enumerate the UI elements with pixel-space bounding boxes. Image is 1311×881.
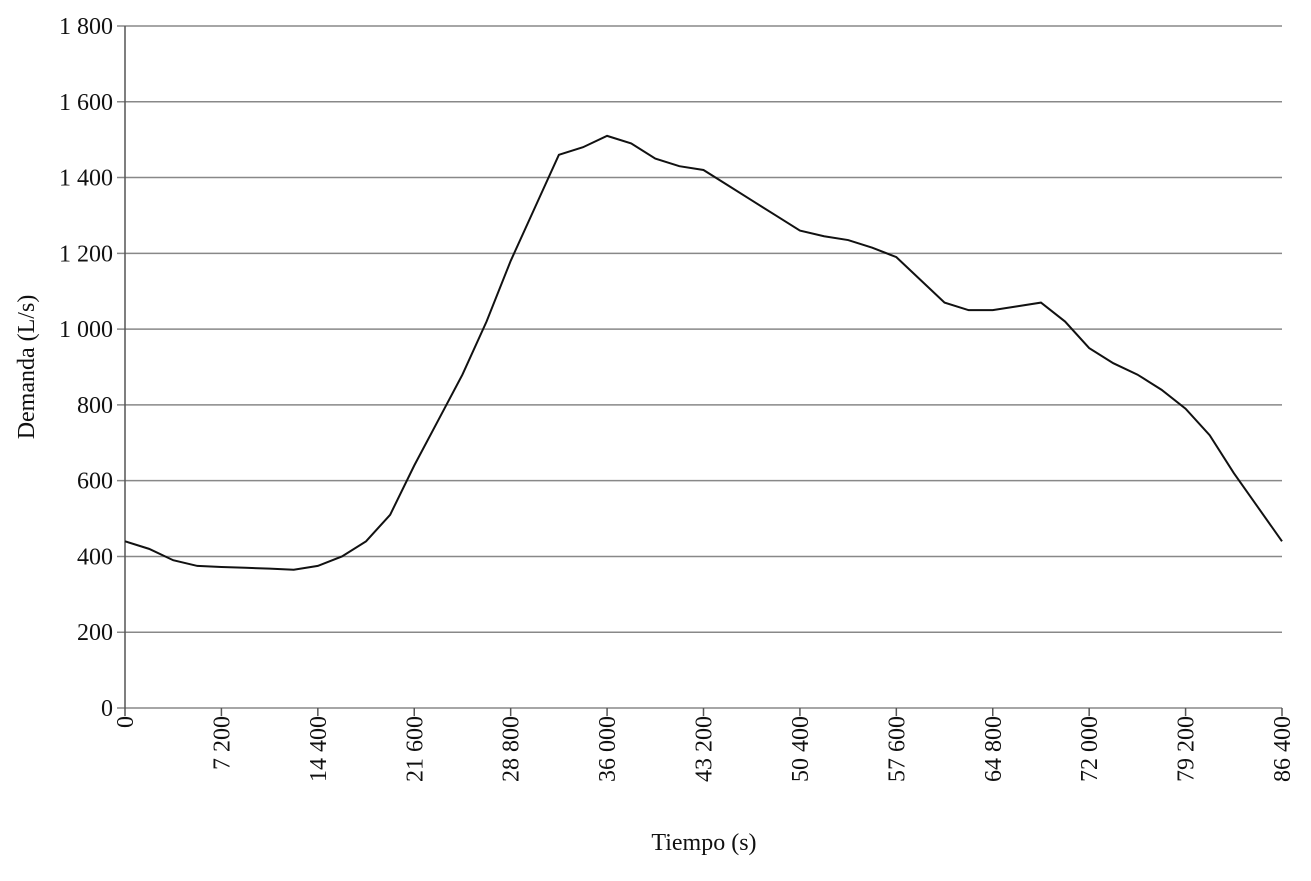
x-tick-label: 64 800 bbox=[981, 716, 1007, 782]
y-tick-label: 400 bbox=[77, 544, 113, 570]
x-tick-label: 57 600 bbox=[884, 716, 910, 782]
data-line bbox=[124, 134, 1283, 571]
x-axis-label: Tiempo (s) bbox=[651, 830, 756, 856]
x-tick-label: 50 400 bbox=[788, 716, 814, 782]
x-tick-label: 14 400 bbox=[306, 716, 332, 782]
x-tick-label: 28 800 bbox=[499, 716, 525, 782]
x-tick-label: 43 200 bbox=[692, 716, 718, 782]
x-tick-label: 7 200 bbox=[209, 716, 235, 770]
x-tick-label: 0 bbox=[113, 716, 139, 728]
x-tick-label: 72 000 bbox=[1077, 716, 1103, 782]
y-tick-label: 800 bbox=[77, 393, 113, 419]
y-tick-label: 1 200 bbox=[59, 241, 113, 267]
y-tick-label: 1 400 bbox=[59, 166, 113, 192]
y-tick-label: 1 600 bbox=[59, 90, 113, 116]
x-tick-label: 21 600 bbox=[402, 716, 428, 782]
x-tick-label: 86 400 bbox=[1270, 716, 1296, 782]
x-tick-label: 79 200 bbox=[1174, 716, 1200, 782]
y-tick-label: 600 bbox=[77, 469, 113, 495]
y-tick-label: 1 000 bbox=[59, 317, 113, 343]
y-axis-label: Demanda (L/s) bbox=[14, 295, 40, 440]
x-tick-label: 36 000 bbox=[595, 716, 621, 782]
y-tick-label: 0 bbox=[101, 696, 113, 722]
y-tick-label: 200 bbox=[77, 620, 113, 646]
y-tick-label: 1 800 bbox=[59, 14, 113, 40]
